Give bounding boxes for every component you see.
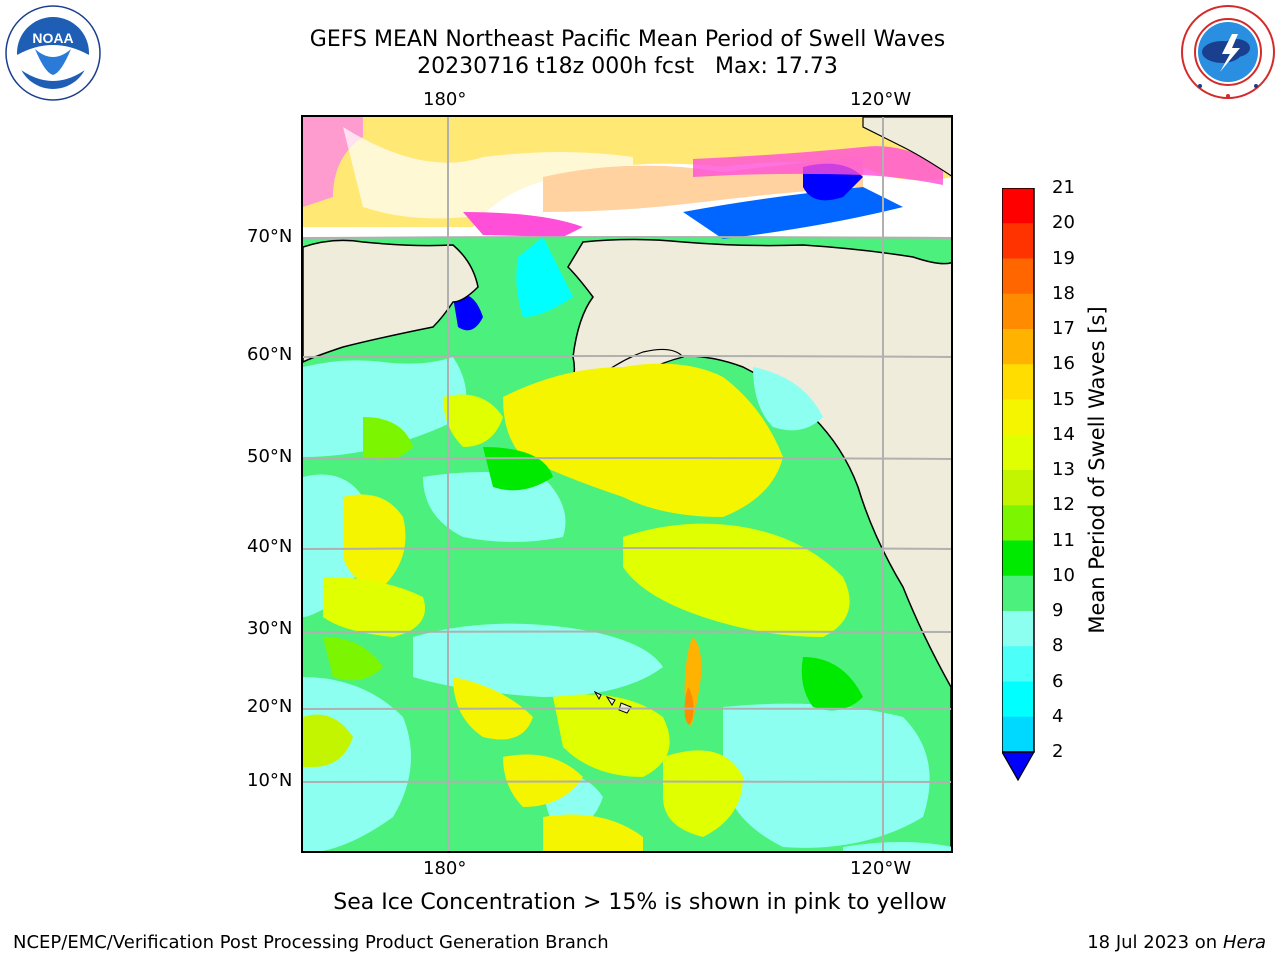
colorbar-segment [1002, 293, 1034, 330]
noaa-logo: NOAA [5, 5, 101, 101]
colorbar-segment [1002, 223, 1034, 259]
colorbar-segment [1002, 681, 1034, 718]
colorbar-extend-triangle [1002, 751, 1036, 782]
date-value: 18 Jul 2023 on [1087, 932, 1218, 953]
colorbar-segment [1002, 575, 1034, 612]
colorbar-tick-label: 11 [1052, 529, 1075, 551]
lat-label-50n: 50°N [247, 446, 293, 467]
credit-text: NCEP/EMC/Verification Post Processing Pr… [13, 932, 609, 953]
map-panel [301, 115, 953, 853]
lon-label-top-180: 180° [423, 89, 467, 110]
lon-label-top-120w: 120°W [850, 89, 912, 110]
colorbar-segment [1002, 505, 1034, 541]
lat-label-60n: 60°N [247, 344, 293, 365]
colorbar-tick-label: 8 [1052, 635, 1064, 657]
colorbar-segment [1002, 364, 1034, 400]
colorbar-tick-label: 6 [1052, 670, 1064, 692]
colorbar-tick-label: 21 [1052, 177, 1075, 198]
colorbar-segment [1002, 258, 1034, 295]
lat-label-10n: 10°N [247, 770, 293, 791]
colorbar-segment [1002, 329, 1034, 365]
lat-label-40n: 40°N [247, 536, 293, 557]
chart-title-line1: GEFS MEAN Northeast Pacific Mean Period … [309, 27, 946, 52]
colorbar [1002, 188, 1036, 782]
colorbar-tick-label: 19 [1052, 247, 1075, 269]
chart-title-line2: 20230716 t18z 000h fcst Max: 17.73 [417, 54, 838, 79]
noaa-text: NOAA [32, 30, 73, 46]
colorbar-tick-label: 10 [1052, 564, 1075, 586]
date-text: 18 Jul 2023 on Hera [1087, 932, 1266, 953]
swell-period-field [303, 117, 951, 851]
colorbar-tick-label: 9 [1052, 600, 1064, 621]
lat-label-70n: 70°N [247, 226, 293, 247]
colorbar-tick-label: 2 [1052, 741, 1064, 762]
colorbar-segment [1002, 470, 1034, 506]
colorbar-tick-label: 16 [1052, 353, 1075, 375]
colorbar-segment [1002, 188, 1034, 224]
nws-logo [1181, 5, 1275, 99]
colorbar-tick-label: 12 [1052, 494, 1075, 516]
colorbar-tick-label: 4 [1052, 705, 1064, 727]
lon-label-bottom-180: 180° [423, 858, 467, 879]
colorbar-segment [1002, 646, 1034, 682]
colorbar-tick-label: 13 [1052, 459, 1075, 480]
lat-label-30n: 30°N [247, 618, 293, 639]
host-name: Hera [1222, 932, 1266, 953]
colorbar-tick-label: 18 [1052, 282, 1075, 304]
lon-label-bottom-120w: 120°W [850, 858, 912, 879]
colorbar-segment [1002, 540, 1034, 577]
colorbar-segment [1002, 716, 1034, 753]
colorbar-tick-label: 20 [1052, 212, 1075, 234]
colorbar-label: Mean Period of Swell Waves [s] [1085, 306, 1109, 634]
colorbar-tick-label: 15 [1052, 388, 1075, 410]
colorbar-segment [1002, 399, 1034, 436]
colorbar-segment [1002, 611, 1034, 647]
lat-label-20n: 20°N [247, 696, 293, 717]
sea-ice-note: Sea Ice Concentration > 15% is shown in … [333, 890, 947, 915]
colorbar-tick-label: 17 [1052, 318, 1075, 339]
colorbar-segment [1002, 434, 1034, 471]
colorbar-tick-label: 14 [1052, 423, 1075, 445]
